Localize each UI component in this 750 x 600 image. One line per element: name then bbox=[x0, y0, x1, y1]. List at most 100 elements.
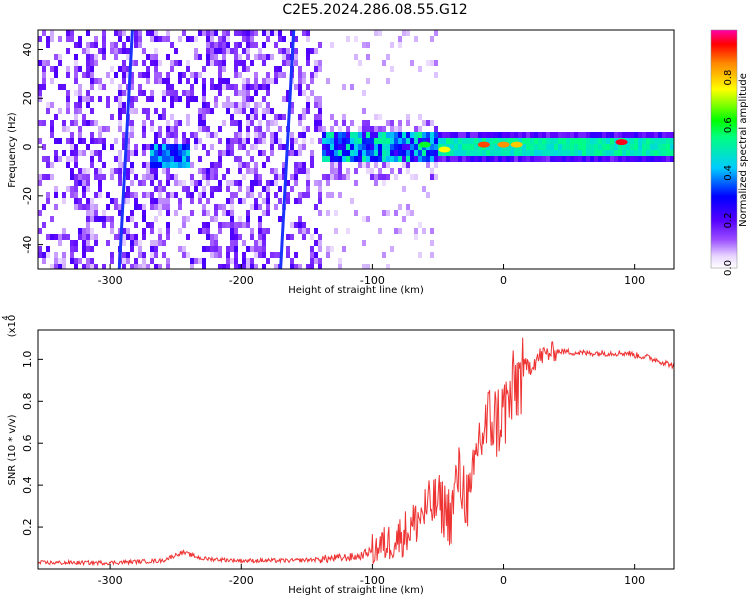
spectrogram-cell bbox=[398, 150, 402, 156]
spectrogram-cell bbox=[218, 222, 222, 228]
spectrogram-cell bbox=[274, 132, 278, 138]
spectrogram-cell bbox=[90, 198, 94, 204]
spectrogram-cell bbox=[618, 132, 622, 138]
spectrogram-cell bbox=[210, 48, 214, 54]
spectrogram-cell bbox=[86, 30, 90, 36]
spectrogram-cell bbox=[162, 108, 166, 114]
spectrogram-cell bbox=[98, 138, 102, 144]
spectrogram-cell bbox=[106, 96, 110, 102]
spectrogram-cell bbox=[650, 138, 654, 144]
spectrogram-cell bbox=[634, 156, 638, 162]
spectrogram-cell bbox=[150, 252, 154, 258]
spectrogram-cell bbox=[274, 120, 278, 126]
spectrogram-cell bbox=[282, 36, 286, 42]
spectrogram-cell bbox=[306, 48, 310, 54]
spectrogram-cell bbox=[114, 198, 118, 204]
spectrogram-cell bbox=[206, 168, 210, 174]
spectrogram-cell bbox=[558, 150, 562, 156]
spectrogram-cell bbox=[110, 228, 114, 234]
spectrogram-peak bbox=[497, 141, 510, 148]
spectrogram-cell bbox=[94, 204, 98, 210]
spectrogram-cell bbox=[118, 84, 122, 90]
spectrogram-cell bbox=[90, 264, 94, 269]
spectrogram-cell bbox=[410, 138, 414, 144]
spectrogram-cell bbox=[238, 60, 242, 66]
spectrogram-cell bbox=[314, 114, 318, 120]
spectrogram-cell bbox=[450, 138, 454, 144]
spectrogram-cell bbox=[306, 174, 310, 180]
spectrogram-cell bbox=[218, 78, 222, 84]
spectrogram-cell bbox=[242, 66, 246, 72]
spectrogram-cell bbox=[466, 138, 470, 144]
spectrogram-cell bbox=[82, 168, 86, 174]
spectrogram-cell bbox=[142, 210, 146, 216]
spectrogram-cell bbox=[154, 204, 158, 210]
spectrogram-cell bbox=[246, 102, 250, 108]
spectrogram-cell bbox=[290, 132, 294, 138]
spectrogram-cell bbox=[266, 204, 270, 210]
spectrogram-cell bbox=[254, 162, 258, 168]
spectrogram-cell bbox=[262, 240, 266, 246]
spectrogram-cell bbox=[154, 162, 158, 168]
spectrogram-cell bbox=[58, 84, 62, 90]
spectrogram-cell bbox=[86, 264, 90, 269]
spectrogram-cell bbox=[354, 180, 358, 186]
spectrogram-cell bbox=[126, 168, 130, 174]
spectrogram-cell bbox=[158, 36, 162, 42]
spectrogram-cell bbox=[130, 246, 134, 252]
spectrogram-cell bbox=[282, 114, 286, 120]
spectrogram-cell bbox=[82, 240, 86, 246]
spectrogram-cell bbox=[158, 60, 162, 66]
spectrogram-cell bbox=[258, 252, 262, 258]
spectrogram-cell bbox=[94, 234, 98, 240]
spectrogram-cell bbox=[518, 150, 522, 156]
spectrogram-cell bbox=[414, 36, 418, 42]
colorbar-label: Normalized spectral amplitude bbox=[738, 73, 749, 227]
colorbar-frame bbox=[710, 29, 738, 269]
spectrogram-cell bbox=[266, 36, 270, 42]
spectrogram-cell bbox=[90, 78, 94, 84]
snr-y-multiplier-exponent: 4 bbox=[1, 315, 10, 320]
spectrogram-cell bbox=[242, 78, 246, 84]
spectrogram-cell bbox=[230, 192, 234, 198]
spectrogram-cell bbox=[270, 108, 274, 114]
spectrogram-cell bbox=[186, 78, 190, 84]
spectrogram-cell bbox=[142, 258, 146, 264]
spectrogram-cell bbox=[262, 186, 266, 192]
snr-y-label: SNR (10 * v/v) bbox=[7, 414, 18, 485]
spectrogram-cell bbox=[90, 246, 94, 252]
spectrogram-cell bbox=[426, 132, 430, 138]
spectrogram-cell bbox=[414, 156, 418, 162]
spectrogram-cell bbox=[414, 138, 418, 144]
spectrogram-cell bbox=[90, 156, 94, 162]
spectrogram-cell bbox=[86, 54, 90, 60]
spectrogram-cell bbox=[498, 150, 502, 156]
spectrogram-cell bbox=[302, 144, 306, 150]
spectrogram-cell bbox=[154, 246, 158, 252]
spectrogram-cell bbox=[70, 132, 74, 138]
spectrogram-cell bbox=[246, 186, 250, 192]
spectrogram-cell bbox=[538, 150, 542, 156]
spectrogram-cell bbox=[302, 132, 306, 138]
spectrogram-cell bbox=[86, 42, 90, 48]
spectrogram-cell bbox=[254, 204, 258, 210]
spectrogram-cell bbox=[238, 234, 242, 240]
spectrogram-cell bbox=[142, 192, 146, 198]
spectrogram-cell bbox=[142, 90, 146, 96]
spectrogram-cell bbox=[226, 150, 230, 156]
spectrogram-cell bbox=[630, 144, 634, 150]
spectrogram-cell bbox=[218, 138, 222, 144]
spectrogram-cell bbox=[178, 156, 182, 162]
spectrogram-cell bbox=[586, 144, 590, 150]
spectrogram-cell bbox=[150, 180, 154, 186]
spectrogram-cell bbox=[242, 96, 246, 102]
y-tick-label: 0.8 bbox=[21, 393, 34, 411]
spectrogram-cell bbox=[250, 168, 254, 174]
spectrogram-cell bbox=[526, 150, 530, 156]
spectrogram-cell bbox=[218, 126, 222, 132]
spectrogram-cell bbox=[158, 204, 162, 210]
spectrogram-cell bbox=[626, 144, 630, 150]
spectrogram-cell bbox=[298, 150, 302, 156]
spectrogram-cell bbox=[202, 264, 206, 269]
spectrogram-cell bbox=[114, 42, 118, 48]
